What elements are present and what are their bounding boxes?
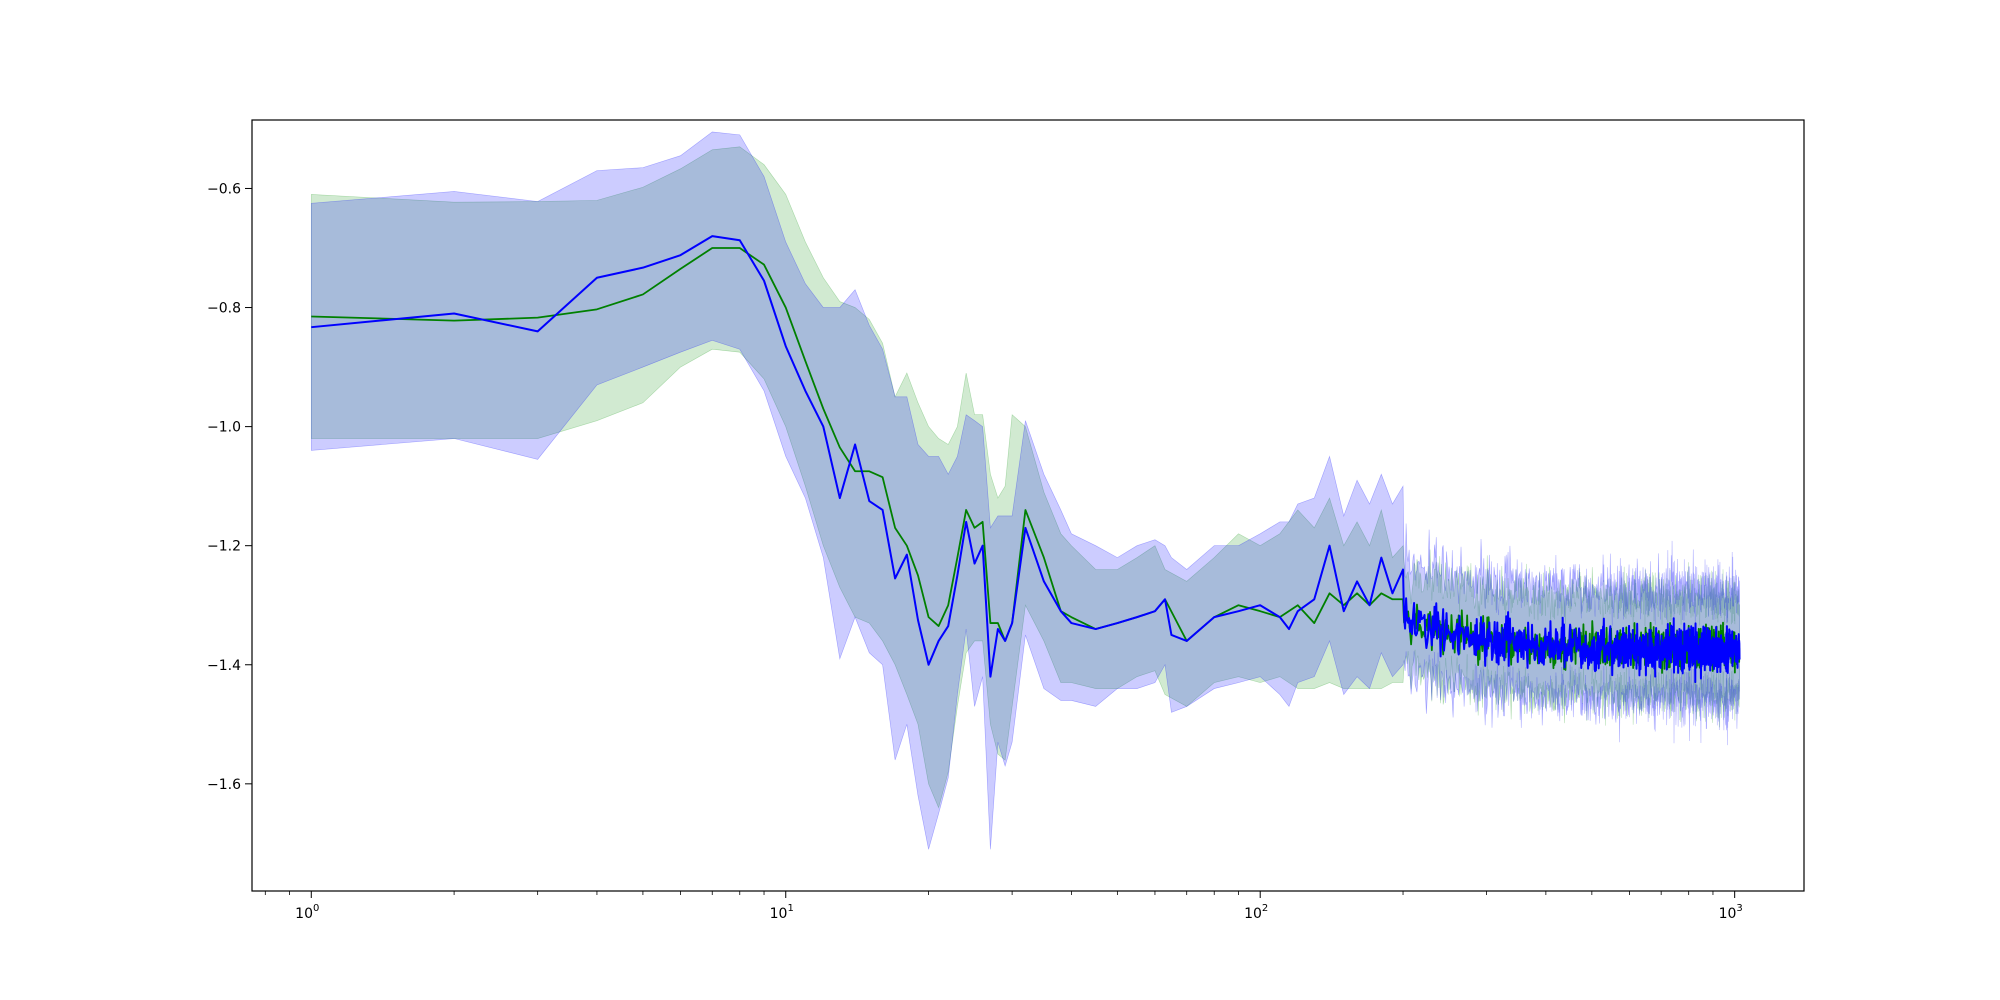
confidence-band-blue (310, 131, 1740, 850)
x-axis: 100 101 102 103 (264, 891, 1743, 922)
x-tick-label: 101 (770, 903, 794, 922)
x-tick-label: 100 (295, 903, 319, 922)
y-axis: −0.6 −0.8 −1.0 −1.2 −1.4 −1.6 (207, 181, 252, 793)
y-tick-label: −1.0 (207, 420, 241, 436)
series-line-blue (311, 235, 1741, 684)
x-tick-label: 103 (1719, 903, 1743, 922)
plot-area (310, 131, 1741, 850)
y-tick-label: −1.6 (207, 777, 241, 793)
plot-frame (251, 119, 1805, 892)
y-tick-label: −0.6 (207, 181, 241, 197)
y-tick-label: −0.8 (207, 301, 241, 317)
confidence-band-green (310, 146, 1740, 809)
y-tick-label: −1.2 (207, 539, 241, 555)
y-tick-label: −1.4 (207, 658, 241, 674)
x-tick-label: 102 (1244, 903, 1268, 922)
